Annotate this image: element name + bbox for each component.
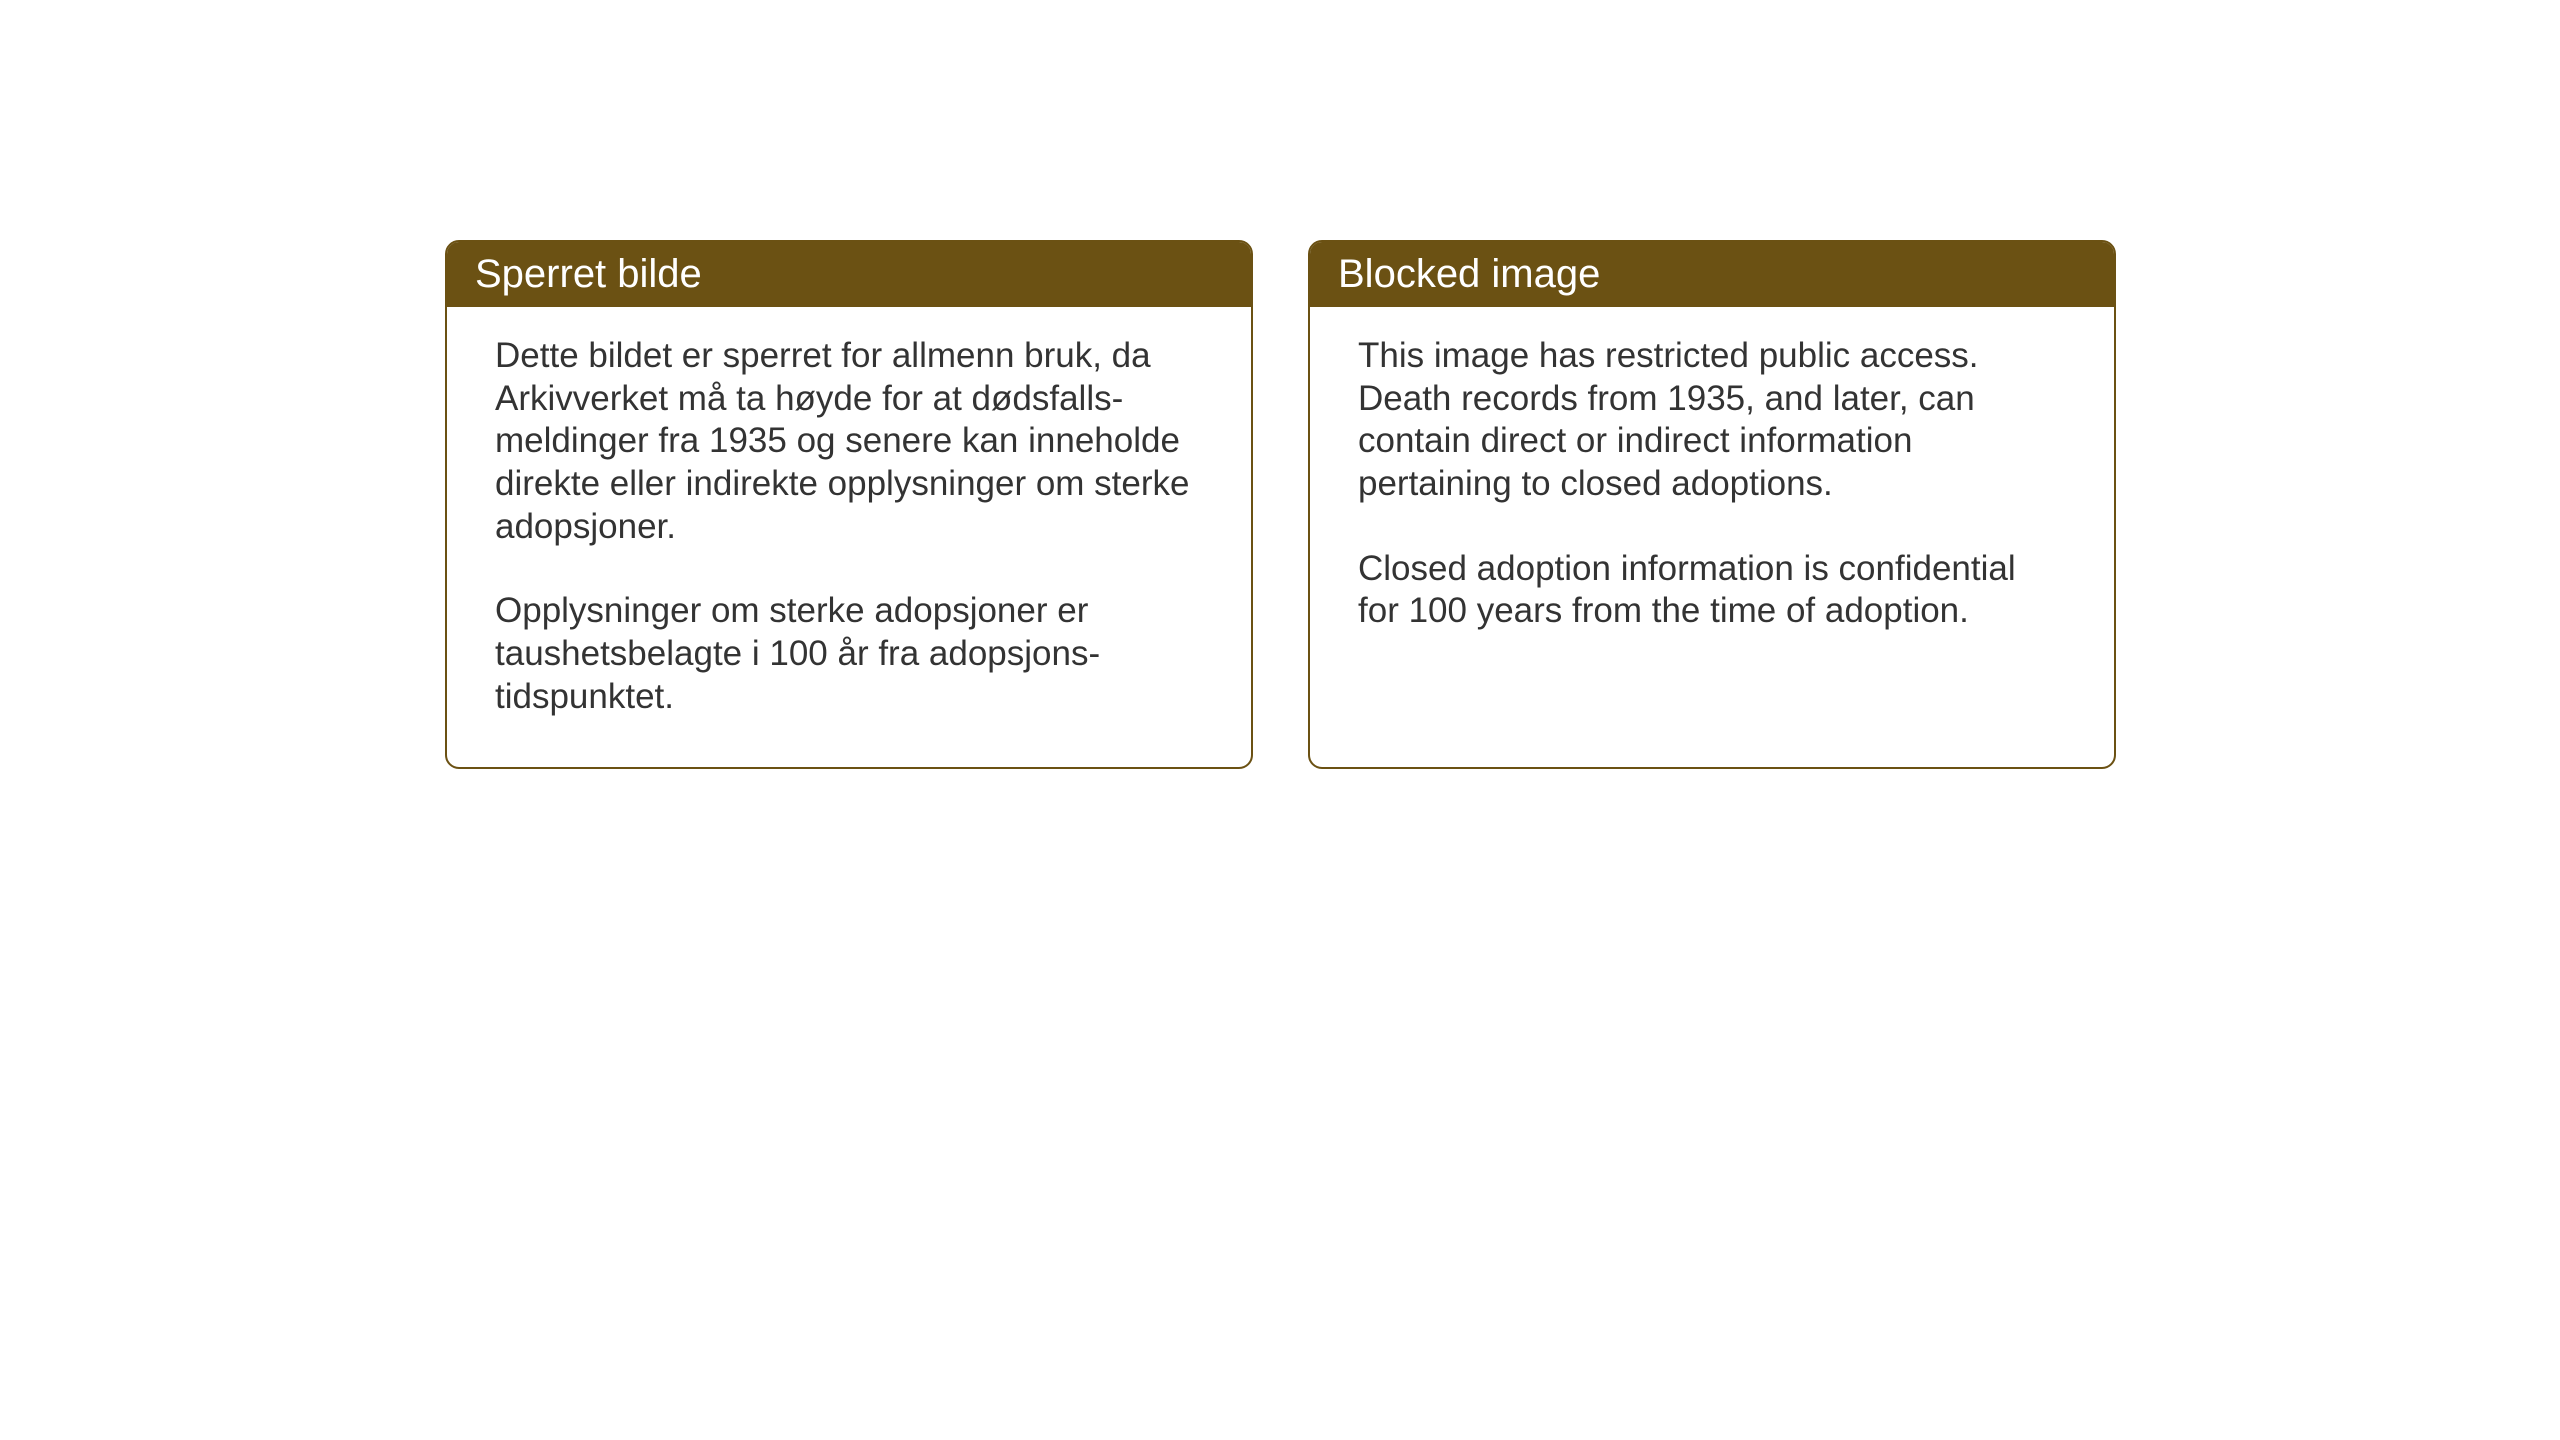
english-paragraph-2: Closed adoption information is confident… <box>1358 548 2066 633</box>
norwegian-card-body: Dette bildet er sperret for allmenn bruk… <box>447 307 1251 767</box>
notice-container: Sperret bilde Dette bildet er sperret fo… <box>445 240 2116 769</box>
norwegian-paragraph-1: Dette bildet er sperret for allmenn bruk… <box>495 335 1203 548</box>
norwegian-notice-card: Sperret bilde Dette bildet er sperret fo… <box>445 240 1253 769</box>
english-paragraph-1: This image has restricted public access.… <box>1358 335 2066 506</box>
norwegian-card-title: Sperret bilde <box>447 242 1251 307</box>
norwegian-paragraph-2: Opplysninger om sterke adopsjoner er tau… <box>495 590 1203 718</box>
english-card-title: Blocked image <box>1310 242 2114 307</box>
english-notice-card: Blocked image This image has restricted … <box>1308 240 2116 769</box>
english-card-body: This image has restricted public access.… <box>1310 307 2114 681</box>
